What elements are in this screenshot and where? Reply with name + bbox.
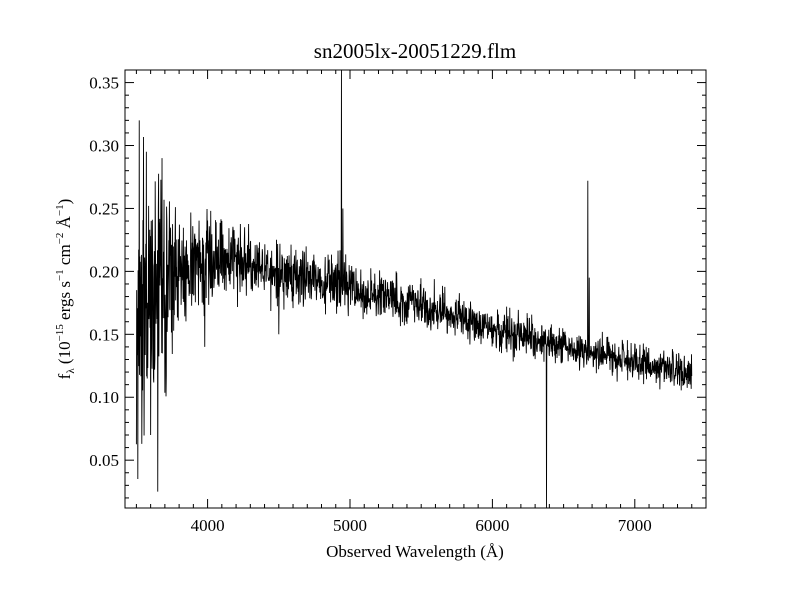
y-axis-title-exp3: −2 [54,233,66,245]
y-axis-title-prefix: f [55,373,74,379]
y-axis-title: fλ (10−15 ergs s−1 cm−2 Å−1) [54,199,77,380]
plot-frame-border [124,69,707,509]
y-axis-title-part5: ) [55,199,74,205]
y-axis-title-exp2: −1 [54,269,66,281]
x-tick-label: 7000 [618,516,652,535]
y-axis-title-part3: cm [55,244,74,269]
x-axis-title: Observed Wavelength (Å) [326,542,504,561]
y-tick-label: 0.05 [89,451,119,470]
spectrum-series [135,69,693,509]
plot-frame [124,69,707,509]
y-axis-title-exp4: −1 [54,204,66,216]
x-axis-ticks: 4000 5000 6000 7000 [135,70,693,535]
x-tick-label: 4000 [191,516,225,535]
y-tick-label: 0.30 [89,137,119,156]
spectrum-line [135,69,693,509]
x-tick-label: 5000 [333,516,367,535]
y-tick-label: 0.15 [89,325,119,344]
y-axis-ticks: 0.05 0.10 0.15 0.20 0.25 0.30 0.35 [89,74,706,499]
y-axis-title-part1: (10 [55,341,74,368]
y-tick-label: 0.20 [89,262,119,281]
y-tick-label: 0.25 [89,199,119,218]
y-axis-title-part4: Å [55,215,74,232]
y-axis-title-part2: ergs s [55,281,74,324]
y-tick-label: 0.35 [89,74,119,93]
y-axis-title-subscript: λ [65,368,77,374]
y-tick-label: 0.10 [89,388,119,407]
x-tick-label: 6000 [475,516,509,535]
y-axis-title-exp1: −15 [54,324,66,342]
chart-title: sn2005lx-20051229.flm [314,39,516,63]
